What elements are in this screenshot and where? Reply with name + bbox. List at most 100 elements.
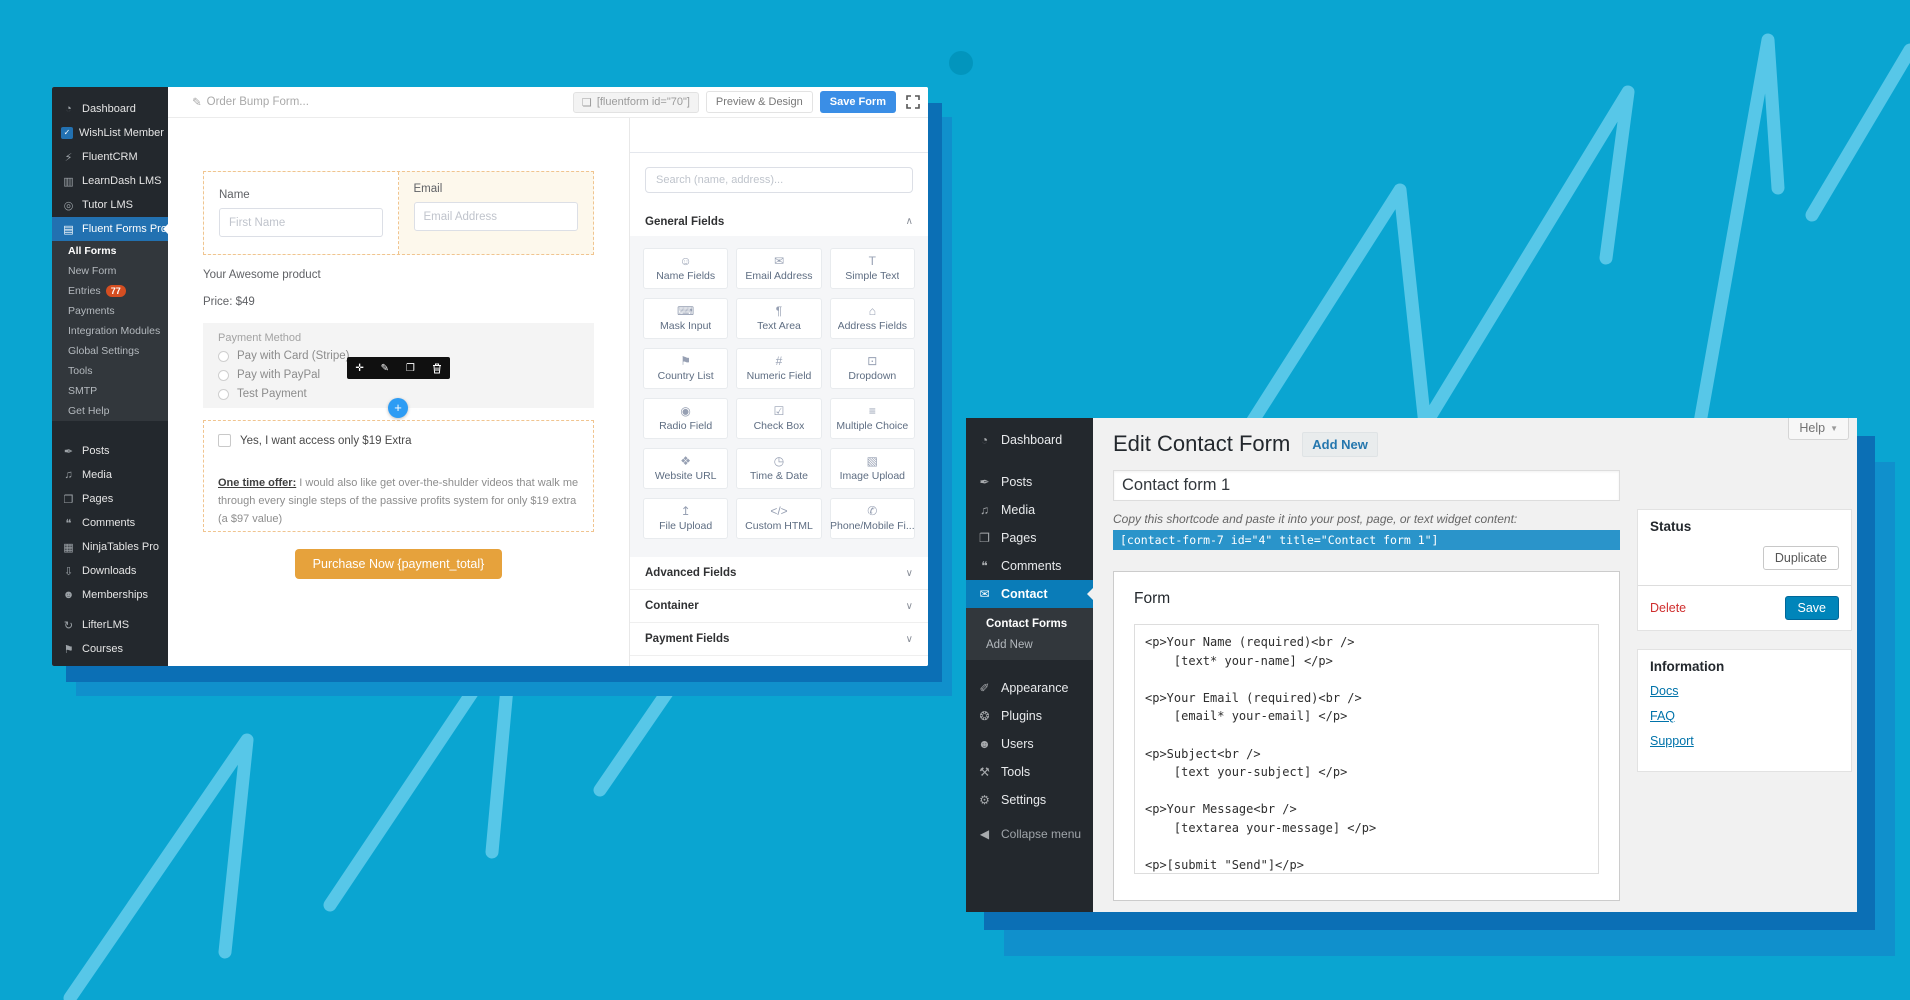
sidebar-item[interactable]: Tools: [52, 361, 168, 381]
delete-link[interactable]: Delete: [1650, 601, 1687, 615]
save-button[interactable]: Save: [1784, 596, 1839, 620]
sidebar-item[interactable]: ❐ Pages: [966, 524, 1093, 552]
sidebar-item[interactable]: ⚙ Settings: [966, 786, 1093, 814]
field-type-card[interactable]: ⊡ Dropdown: [829, 348, 915, 389]
field-type-card[interactable]: ◉ Radio Field: [643, 398, 729, 439]
sidebar-item[interactable]: ☻ Memberships: [52, 583, 168, 607]
checkbox-icon[interactable]: [218, 434, 231, 447]
general-fields-header[interactable]: General Fields ∧: [630, 207, 928, 236]
sidebar-item[interactable]: ❐ Pages: [52, 487, 168, 511]
duplicate-field-icon[interactable]: ❐: [405, 362, 415, 374]
form-title-input[interactable]: [1113, 470, 1620, 501]
help-button[interactable]: Help ▼: [1788, 418, 1849, 440]
sidebar-item[interactable]: ◎ Tutor LMS: [52, 193, 168, 217]
sidebar-item[interactable]: ♫ Media: [966, 496, 1093, 524]
panel-section-header[interactable]: Container ∨: [630, 590, 928, 623]
field-type-card[interactable]: ▧ Image Upload: [829, 448, 915, 489]
sidebar-item[interactable]: ◀ Collapse menu: [966, 820, 1093, 848]
shortcode-display[interactable]: [contact-form-7 id="4" title="Contact fo…: [1113, 530, 1620, 550]
panel-section-header[interactable]: Payment Fields ∨: [630, 623, 928, 656]
first-name-input[interactable]: [219, 208, 383, 237]
field-type-card[interactable]: </> Custom HTML: [736, 498, 822, 539]
sidebar-item[interactable]: ↻ LifterLMS: [52, 613, 168, 637]
email-field-cell[interactable]: Email: [399, 172, 594, 254]
order-bump-offer-container[interactable]: Yes, I want access only $19 Extra One ti…: [203, 420, 594, 532]
preview-design-button[interactable]: Preview & Design: [705, 91, 813, 113]
info-link[interactable]: Docs: [1650, 684, 1679, 698]
sidebar-item[interactable]: ✒ Posts: [966, 468, 1093, 496]
field-type-card[interactable]: ¶ Text Area: [736, 298, 822, 339]
sidebar-item[interactable]: All Forms: [52, 241, 168, 261]
field-type-card[interactable]: ≡ Multiple Choice: [829, 398, 915, 439]
form-template-editor[interactable]: <p>Your Name (required)<br /> [text* you…: [1134, 624, 1599, 874]
sidebar-item-label: Collapse menu: [1001, 827, 1082, 841]
email-input[interactable]: [413, 202, 578, 231]
sidebar-item[interactable]: ✉ Contact: [966, 580, 1093, 608]
radio-icon[interactable]: [218, 369, 229, 381]
field-type-card[interactable]: ⌂ Address Fields: [829, 298, 915, 339]
sidebar-item[interactable]: ✒ Posts: [52, 439, 168, 463]
sidebar-item[interactable]: ▥ LearnDash LMS: [52, 169, 168, 193]
sidebar-item[interactable]: Global Settings: [52, 341, 168, 361]
sidebar-item[interactable]: Entries 77: [52, 281, 168, 301]
field-type-card[interactable]: ✆ Phone/Mobile Fi...: [829, 498, 915, 539]
payment-option[interactable]: Pay with Card (Stripe): [218, 349, 579, 363]
field-type-card[interactable]: ↥ File Upload: [643, 498, 729, 539]
sidebar-item[interactable]: ✐ Appearance: [966, 674, 1093, 702]
field-type-card[interactable]: ❖ Website URL: [643, 448, 729, 489]
name-email-container[interactable]: Name Email: [203, 171, 594, 255]
field-search-input[interactable]: [645, 167, 913, 193]
sidebar-item[interactable]: ▤ Fluent Forms Pro: [52, 217, 168, 241]
name-field-cell[interactable]: Name: [204, 172, 399, 254]
sidebar-item[interactable]: ◔ Dashboard: [966, 426, 1093, 454]
info-link[interactable]: FAQ: [1650, 709, 1676, 723]
radio-icon[interactable]: [218, 350, 229, 362]
sidebar-item[interactable]: ⇩ Downloads: [52, 559, 168, 583]
sidebar-item[interactable]: ❝ Comments: [52, 511, 168, 535]
fullscreen-icon[interactable]: [906, 95, 920, 109]
panel-section-header[interactable]: Advanced Fields ∨: [630, 557, 928, 590]
sidebar-item-label: Tutor LMS: [82, 199, 133, 211]
field-type-card[interactable]: T Simple Text: [829, 248, 915, 289]
edit-field-icon[interactable]: ✎: [380, 362, 389, 374]
sidebar-item[interactable]: Payments: [52, 301, 168, 321]
field-type-card[interactable]: ☺ Name Fields: [643, 248, 729, 289]
sidebar-item[interactable]: ❂ Plugins: [966, 702, 1093, 730]
move-icon[interactable]: ✛: [355, 362, 364, 374]
sidebar-item[interactable]: ✓ WishList Member: [52, 121, 168, 145]
field-type-card[interactable]: ⚑ Country List: [643, 348, 729, 389]
sidebar-item[interactable]: ⚡ FluentCRM: [52, 145, 168, 169]
sidebar-item[interactable]: ♫ Media: [52, 463, 168, 487]
sidebar-item[interactable]: ⚒ Tools: [966, 758, 1093, 786]
sidebar-item[interactable]: Add New: [966, 634, 1093, 660]
field-type-card[interactable]: # Numeric Field: [736, 348, 822, 389]
payment-option[interactable]: Test Payment: [218, 387, 579, 401]
payment-option[interactable]: Pay with PayPal: [218, 368, 579, 382]
sidebar-item[interactable]: SMTP: [52, 381, 168, 401]
trash-icon[interactable]: [432, 363, 442, 374]
add-field-button[interactable]: +: [388, 398, 408, 418]
sidebar-item[interactable]: ❝ Comments: [966, 552, 1093, 580]
radio-icon[interactable]: [218, 388, 229, 400]
sidebar-item[interactable]: Get Help: [52, 401, 168, 421]
field-type-card[interactable]: ◷ Time & Date: [736, 448, 822, 489]
field-type-card[interactable]: ✉ Email Address: [736, 248, 822, 289]
sidebar-item[interactable]: ▦ NinjaTables Pro: [52, 535, 168, 559]
sidebar-item[interactable]: Contact Forms: [966, 608, 1093, 634]
field-type-card[interactable]: ⌨ Mask Input: [643, 298, 729, 339]
add-new-button[interactable]: Add New: [1302, 431, 1378, 457]
save-form-button[interactable]: Save Form: [819, 91, 896, 113]
shortcode-chip[interactable]: ❏ [fluentform id="70"]: [572, 91, 699, 113]
offer-checkbox-row[interactable]: Yes, I want access only $19 Extra: [218, 434, 579, 447]
sidebar-item[interactable]: Integration Modules: [52, 321, 168, 341]
duplicate-button[interactable]: Duplicate: [1762, 546, 1839, 570]
purchase-now-button[interactable]: Purchase Now {payment_total}: [294, 549, 503, 579]
sidebar-item[interactable]: ◔ Dashboard: [52, 97, 168, 121]
sidebar-item-label: Payments: [68, 305, 115, 317]
sidebar-item[interactable]: ☻ Users: [966, 730, 1093, 758]
field-type-card[interactable]: ☑ Check Box: [736, 398, 822, 439]
sidebar-item[interactable]: New Form: [52, 261, 168, 281]
info-link[interactable]: Support: [1650, 734, 1694, 748]
sidebar-item[interactable]: ⚑ Courses: [52, 637, 168, 661]
form-name-tab[interactable]: ✎ Order Bump Form...: [192, 96, 309, 109]
